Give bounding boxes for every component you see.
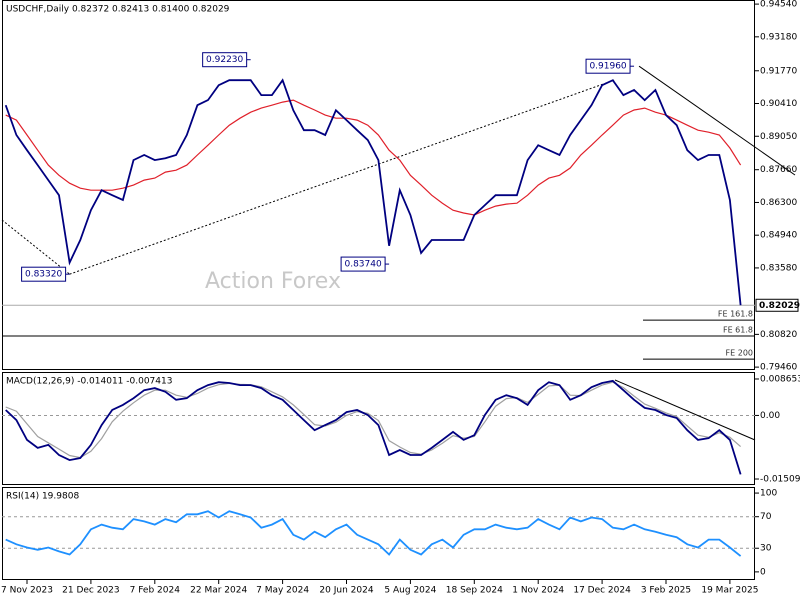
x-tick-label: 7 Nov 2023 bbox=[1, 586, 53, 596]
pivot-label: 0.92230 bbox=[206, 55, 243, 65]
pivot-label: 0.83740 bbox=[344, 260, 381, 270]
level-label: FE 161.8 bbox=[718, 310, 753, 319]
series-line bbox=[5, 99, 742, 216]
trendline bbox=[69, 79, 615, 275]
last-price-box bbox=[755, 298, 799, 312]
x-tick-label: 20 Jun 2024 bbox=[319, 586, 373, 596]
panel-title: RSI(14) 19.9808 bbox=[6, 492, 79, 502]
level-label: FE 61.8 bbox=[723, 326, 753, 335]
series-line bbox=[5, 379, 742, 475]
series-line bbox=[4, 78, 742, 306]
y-tick-label: 0.79460 bbox=[760, 363, 797, 373]
y-tick-label: 0.80820 bbox=[760, 330, 797, 340]
y-tick-label: 0.89050 bbox=[760, 132, 797, 142]
y-tick-label: 0.84940 bbox=[760, 231, 797, 241]
x-tick-label: 19 Mar 2025 bbox=[701, 586, 758, 596]
y-tick-label: 0.83580 bbox=[760, 263, 797, 273]
x-tick-label: 1 Nov 2024 bbox=[512, 586, 564, 596]
y-tick-label: 100 bbox=[760, 489, 777, 499]
y-tick-label: 0.87660 bbox=[760, 165, 797, 175]
x-tick-label: 17 Dec 2024 bbox=[573, 586, 631, 596]
rsi-panel bbox=[2, 487, 755, 580]
price-panel bbox=[2, 0, 755, 370]
y-tick-label: 70 bbox=[760, 512, 772, 522]
panel-title: USDCHF,Daily 0.82372 0.82413 0.81400 0.8… bbox=[6, 5, 230, 15]
y-tick-label: 0.90410 bbox=[760, 99, 797, 109]
y-tick-label: 0.93180 bbox=[760, 32, 797, 42]
panel-title: MACD(12,26,9) -0.014011 -0.007413 bbox=[6, 377, 172, 387]
level-label: FE 200 bbox=[726, 349, 753, 358]
y-tick-label: 30 bbox=[760, 544, 772, 554]
y-tick-label: 0.008653 bbox=[760, 374, 800, 384]
x-tick-label: 5 Aug 2024 bbox=[384, 586, 436, 596]
x-tick-label: 3 Feb 2025 bbox=[641, 586, 691, 596]
y-tick-label: 0 bbox=[760, 567, 766, 577]
y-tick-label: 0.91770 bbox=[760, 66, 797, 76]
x-tick-label: 21 Dec 2023 bbox=[62, 586, 120, 596]
y-tick-label: 0.86300 bbox=[760, 198, 797, 208]
trendline bbox=[638, 65, 796, 176]
y-tick-label: 0.94540 bbox=[760, 0, 797, 10]
x-tick-label: 18 Sep 2024 bbox=[446, 586, 503, 596]
watermark: Action Forex bbox=[205, 269, 341, 294]
x-tick-label: 22 Mar 2024 bbox=[190, 586, 247, 596]
macd-panel bbox=[2, 372, 755, 485]
y-tick-label: -0.01509 bbox=[760, 475, 800, 485]
y-tick-label: 0.00 bbox=[760, 411, 780, 421]
pivot-label: 0.91960 bbox=[589, 62, 626, 72]
series-line bbox=[5, 510, 742, 557]
trendline bbox=[614, 379, 756, 441]
trendline bbox=[1, 219, 70, 275]
pivot-label: 0.83320 bbox=[25, 270, 62, 280]
x-tick-label: 7 Feb 2024 bbox=[130, 586, 181, 596]
last-price-label: 0.82029 bbox=[759, 301, 800, 311]
x-tick-label: 7 May 2024 bbox=[256, 586, 309, 596]
